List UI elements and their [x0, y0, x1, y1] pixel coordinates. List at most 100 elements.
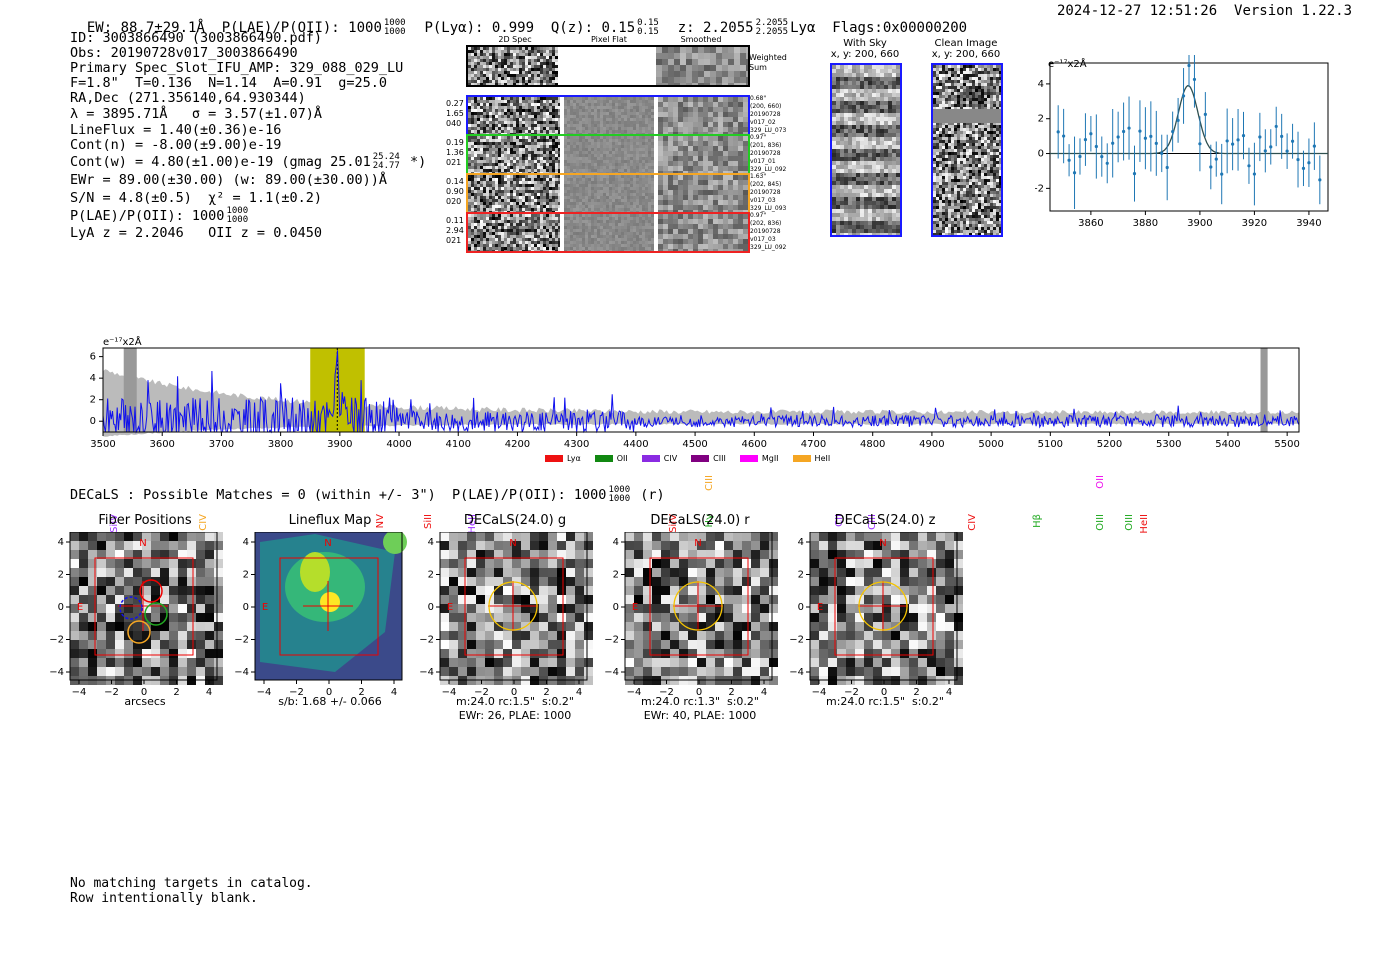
- decals-xtick-label: −4: [257, 687, 272, 698]
- clean-title-text: Clean Image: [934, 38, 998, 49]
- decals-xtick-label: 2: [358, 687, 364, 698]
- decals-panel: N E −4 −2 0 2 4 4 2 0 −2 −4: [788, 531, 968, 702]
- with-sky-img: [830, 63, 902, 237]
- zoom-point: [1100, 155, 1104, 159]
- cutout-right-value: v017_01: [750, 158, 776, 165]
- cutout-row-img: [468, 214, 748, 251]
- info-plae-text: P(LAE)/P(OII): 1000: [70, 208, 225, 224]
- decals-ytick-label: −2: [49, 635, 64, 646]
- header-bar: EW: 88.7±29.1Å P(LAE)/P(OII): 1000 1000 10…: [70, 3, 967, 37]
- decals-xtick-label: 0: [696, 687, 702, 698]
- cutout-right-value: 0.68": [750, 95, 767, 102]
- zoom-xtick-label: 3900: [1187, 218, 1212, 229]
- spectral-line-label: OIII: [1094, 514, 1106, 531]
- zoom-xtick-label: 3940: [1296, 218, 1321, 229]
- decals-panel-svg: N E −4 −2 0 2 4 4 2 0 −2 −4: [234, 530, 407, 698]
- zoom-ytick-label: -2: [1035, 183, 1044, 194]
- zoom-point: [1214, 157, 1218, 161]
- cutout-right-value: v017_03: [750, 236, 776, 243]
- contw-hi: 25.24: [372, 152, 400, 162]
- spectrum-xtick-label: 3600: [149, 439, 174, 450]
- decals-xtick-label: 2: [913, 687, 919, 698]
- compass-e: E: [262, 602, 268, 613]
- legend-swatch: [594, 455, 613, 462]
- plya-value: P(Lyα): 0.999: [424, 20, 535, 36]
- decals-ytick-label: 0: [243, 602, 249, 613]
- compass-e: E: [817, 602, 823, 613]
- zoom-plot-svg: 3860 3880 3900 3920 3940 4 2 0 -2: [1034, 44, 1329, 229]
- zoom-point: [1312, 144, 1316, 148]
- zoom-point: [1083, 137, 1088, 142]
- compass-e: E: [77, 602, 83, 613]
- decals-ytick-label: 0: [58, 602, 64, 613]
- decals-ytick-label: −4: [234, 667, 249, 678]
- with-sky-title: With Sky x, y: 200, 660: [830, 38, 900, 60]
- lineflux-core: [320, 592, 340, 612]
- decals-image-pixels: [625, 532, 778, 685]
- decals-xtick-label: 0: [326, 687, 332, 698]
- info-obs: Obs: 20190728v017_3003866490: [70, 45, 298, 61]
- decals-ytick-label: 4: [243, 537, 249, 548]
- decals-ytick-label: −2: [789, 635, 804, 646]
- zoom-point: [1280, 134, 1284, 138]
- version: Version 1.22.3: [1234, 3, 1353, 19]
- clean-image-title: Clean Image x, y: 200, 660: [930, 38, 1002, 60]
- decals-panel-title: DECaLS(24.0) z: [834, 513, 936, 528]
- aperture-box: [94, 557, 194, 656]
- compass-e: E: [632, 602, 638, 613]
- spectrum-xtick-label: 5400: [1215, 439, 1240, 450]
- clean-sub: x, y: 200, 660: [931, 49, 1001, 60]
- decals-ytick-label: 0: [613, 602, 619, 613]
- lineflux-peak: [300, 552, 330, 592]
- zoom-point: [1192, 77, 1197, 82]
- qz-hi: 0.15: [637, 18, 659, 28]
- decals-panel-sub2: EWr: 40, PLAE: 1000: [643, 709, 757, 722]
- spectrum-ylabel: e⁻¹⁷x2Å: [103, 337, 142, 348]
- decals-xtick-label: 0: [141, 687, 147, 698]
- zoom-ylabel: e⁻¹⁷x2Å: [1048, 59, 1087, 70]
- spectral-line-label: CIV: [967, 514, 979, 531]
- decals-image-pixels: [70, 532, 223, 685]
- legend-label: MgII: [761, 454, 779, 463]
- zoom-point: [1285, 149, 1289, 153]
- legend-label: Lyα: [567, 454, 581, 463]
- col-title-smoothed: Smoothed: [680, 35, 722, 44]
- compass-e: E: [447, 602, 453, 613]
- cutout-left-value: 0.90: [446, 187, 464, 196]
- zoom-point: [1121, 129, 1126, 134]
- cutout-right-value: (200, 660): [750, 103, 782, 110]
- zoom-point: [1062, 134, 1066, 138]
- legend-swatch: [641, 455, 660, 462]
- aperture-box: [834, 557, 934, 656]
- zoom-point: [1318, 178, 1322, 182]
- decals-panel-svg: N E −4 −2 0 2 4 4 2 0 −2 −4: [604, 531, 778, 698]
- legend-item: MgII: [739, 454, 779, 463]
- clean-pixels: [933, 65, 1002, 236]
- z-value: z: 2.2055: [677, 20, 754, 36]
- decals-panel-title: Fiber Positions: [98, 513, 192, 528]
- spectrum-xtick-label: 3900: [327, 439, 352, 450]
- compass-n: N: [139, 538, 146, 549]
- weighted-sum-noise: [468, 47, 558, 85]
- legend-label: CIV: [663, 454, 678, 463]
- zoom-point: [1225, 139, 1229, 143]
- zoom-point: [1301, 166, 1306, 170]
- spectrum-axes: [102, 347, 1300, 433]
- spectrum-xtick-label: 4500: [682, 439, 707, 450]
- zoom-point: [1143, 136, 1147, 140]
- spectral-line-label: Hβ: [1032, 514, 1044, 528]
- info-plae: P(LAE)/P(OII): 1000 1000 1000: [70, 207, 250, 225]
- cutout-row: [466, 134, 750, 175]
- cutout-2dspec-noise: [468, 97, 561, 134]
- decals-ytick-label: −4: [49, 667, 64, 678]
- plae-lo: 1000: [383, 27, 406, 37]
- cutout-right-value: 20190728: [750, 150, 781, 157]
- fiber-circle-red: [139, 579, 163, 603]
- decals-panel: N E −4 −2 0 2 4 4 2 0 −2 −4: [418, 531, 598, 702]
- lineflux-corner: [383, 530, 407, 554]
- z-line: Lyα: [790, 20, 816, 36]
- decals-title-text: DECaLS : Possible Matches = 0 (within +/…: [70, 487, 607, 503]
- decals-xtick-label: 0: [511, 687, 517, 698]
- zoom-point: [1056, 130, 1060, 134]
- spectrum-xtick-label: 4200: [505, 439, 530, 450]
